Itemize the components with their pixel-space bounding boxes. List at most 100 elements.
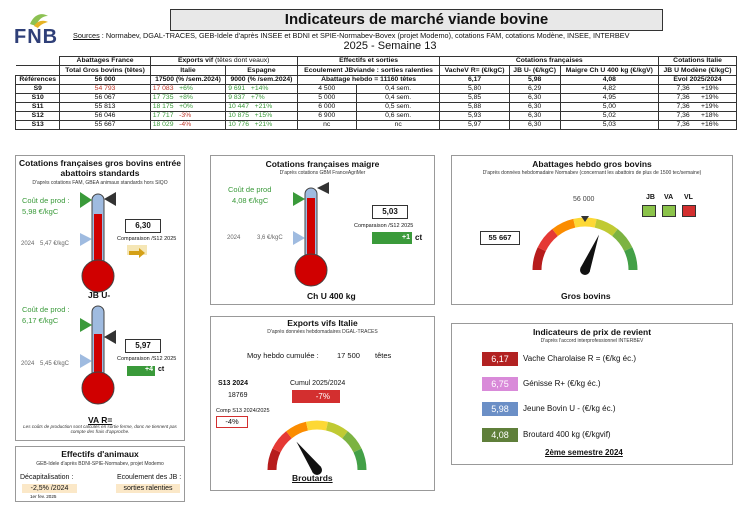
- p4-cumul25-value: -7%: [292, 390, 340, 403]
- legend-va-swatch: [662, 205, 676, 217]
- group-cotations-it: Cotations Italie: [658, 56, 737, 66]
- cell-v: 5,93: [439, 111, 510, 121]
- cost-value: 6,17: [482, 352, 518, 366]
- jb-cout-label: Coût de prod :: [22, 196, 70, 205]
- abattages-reference: 56 000: [573, 196, 595, 203]
- cell-espagne: 9 691 +14%: [225, 84, 298, 94]
- table-row: S12 56 046 17 717 -3% 10 875 +15% 6 900 0,6 s…: [14, 111, 737, 121]
- p4-comp-value: -4%: [216, 416, 248, 428]
- va-value-box: 5,97: [125, 339, 161, 353]
- cell-it: 18 175: [152, 103, 174, 110]
- jb-trend-arrow: [127, 245, 147, 258]
- cell-ab: 54 793: [59, 84, 151, 94]
- cell-espagne: 10 447 +21%: [225, 102, 298, 112]
- gauge-segment: [624, 247, 638, 271]
- va-delta: +4: [127, 366, 155, 376]
- col-ecoulement: Ecoulement JBviande : sorties ralenties: [296, 65, 441, 76]
- cell-s: S11: [14, 102, 61, 112]
- cell-modene: 7,36 +16%: [658, 120, 737, 130]
- group-exports: Exports vif (têtes dont veaux): [149, 56, 298, 66]
- p2-title: Cotations françaises maigre: [265, 159, 380, 169]
- cell-jb: 6,30: [508, 102, 561, 112]
- col-abattages: Total Gros bovins (têtes): [59, 65, 151, 76]
- p4-subtitle: D'après données hebdomadaires DGAL-TRACE…: [267, 329, 378, 335]
- col-modene: JB U Modène (€/kgC): [658, 65, 737, 76]
- va-2024-value: 5,45 €/kgC: [40, 361, 70, 367]
- cost-label: Jeune Bovin U - (€/kg éc.): [523, 404, 616, 413]
- va-cout-label: Coût de prod :: [22, 305, 70, 314]
- cell-modene: 7,36 +19%: [658, 102, 737, 112]
- cell-espagne: 10 776 +21%: [225, 120, 298, 130]
- legend-vl-label: VL: [684, 194, 693, 201]
- logo-text: FNB: [14, 26, 59, 48]
- cell-esp: +15%: [254, 112, 273, 119]
- p1-subtitle: D'après cotations FAM, GBEA animaux stan…: [32, 180, 168, 186]
- ref-jb: 5,98: [508, 75, 561, 85]
- table-row: S11 55 813 18 175 +0% 10 447 +21% 6 000 0,5 s…: [14, 102, 737, 112]
- p4-cumul25-label: Cumul 2025/2024: [290, 380, 346, 387]
- week-label: 2025 - Semaine 13: [343, 40, 437, 52]
- gauge-segment: [552, 218, 576, 237]
- gauge-needle: [296, 441, 322, 473]
- cost-row-genisse: 6,75 Génisse R+ (€/kg éc.): [482, 377, 682, 391]
- ref-modene: Evol 2025/2024: [658, 75, 737, 85]
- cell-italie: 18 175 +0%: [149, 102, 227, 112]
- maigre-cout-value: 4,08 €/kgC: [232, 196, 269, 205]
- p4-cumul-value: 17 500: [337, 351, 360, 360]
- cell-v: 5,85: [439, 93, 510, 103]
- gauge-segment: [272, 431, 292, 453]
- cell-mo: 7,36: [676, 94, 690, 101]
- cell-esp: +7%: [250, 94, 265, 101]
- group-abattages: Abattages France: [59, 56, 151, 66]
- cell-it: 17 717: [152, 112, 174, 119]
- cell-mop: +18%: [701, 112, 719, 119]
- cost-label: Broutard 400 kg (€/kgvif): [523, 430, 611, 439]
- gauge-hub: [312, 465, 322, 475]
- jb-2024-label: 2024: [21, 241, 35, 247]
- cost-row-broutard: 4,08 Broutard 400 kg (€/kgvif): [482, 428, 682, 442]
- cell-esp: +21%: [254, 103, 273, 110]
- broutards-label: Broutards: [292, 473, 333, 483]
- p4-s13-value: 18769: [228, 392, 248, 399]
- cell-espagne: 10 875 +15%: [225, 111, 298, 121]
- va-thermometer: [80, 305, 116, 405]
- p5-title: Indicateurs de prix de revient: [532, 327, 652, 337]
- cell-jb: 6,30: [508, 120, 561, 130]
- va-cout-value: 6,17 €/kgC: [22, 316, 59, 325]
- cell-esp: +14%: [250, 85, 269, 92]
- table-row: S10 56 067 17 735 +8% 9 837 +7% 5 000 0,4 sem…: [14, 93, 737, 103]
- cell-itp: +8%: [179, 94, 193, 101]
- maigre-thermometer: [293, 182, 329, 287]
- sources-label: Sources: [73, 31, 100, 40]
- p6-subtitle: GEB-Idele d'après BDNI-SPIE-Normabev, pr…: [36, 461, 164, 467]
- cell-italie: 18 029 -4%: [149, 120, 227, 130]
- jb-label: JB U-: [88, 290, 111, 300]
- cost-label: Vache Charolaise R = (€/kg éc.): [523, 354, 637, 363]
- maigre-label: Ch U 400 kg: [307, 291, 356, 301]
- jb-comparison: Comparaison /S12 2025: [117, 236, 177, 242]
- ref-vache: 6,17: [439, 75, 510, 85]
- sources-line: Sources : Normabev, DGAL-TRACES, GEB-Ide…: [73, 31, 743, 40]
- gauge-segment: [594, 218, 618, 237]
- cell-es: 9 837: [228, 94, 246, 101]
- va-2024-label: 2024: [21, 361, 35, 367]
- cell-e1: 6 000: [296, 102, 357, 112]
- group-effectifs: Effectifs et sorties: [296, 56, 441, 66]
- cost-value: 5,98: [482, 402, 518, 416]
- cost-label: Génisse R+ (€/kg éc.): [523, 379, 601, 388]
- cell-modene: 7,36 +18%: [658, 111, 737, 121]
- cell-modene: 7,36 +19%: [658, 93, 737, 103]
- cell-m: 5,00: [559, 102, 660, 112]
- cell-ab: 56 046: [59, 111, 151, 121]
- legend-va-label: VA: [664, 194, 674, 201]
- p1-note: Les coûts de production sont calculés en…: [23, 424, 177, 434]
- jb-value-box: 6,30: [125, 219, 161, 233]
- cell-ab: 55 667: [59, 120, 151, 130]
- maigre-cout-label: Coût de prod: [228, 185, 272, 194]
- p1-title: Cotations françaises gros bovins entrée …: [18, 158, 182, 178]
- col-espagne: Espagne: [225, 65, 298, 76]
- cell-es: 10 447: [228, 103, 249, 110]
- cell-es: 10 875: [228, 112, 249, 119]
- p6-ecou-value: sorties ralenties: [116, 484, 180, 493]
- cell-e2: 0,5 sem.: [355, 102, 441, 112]
